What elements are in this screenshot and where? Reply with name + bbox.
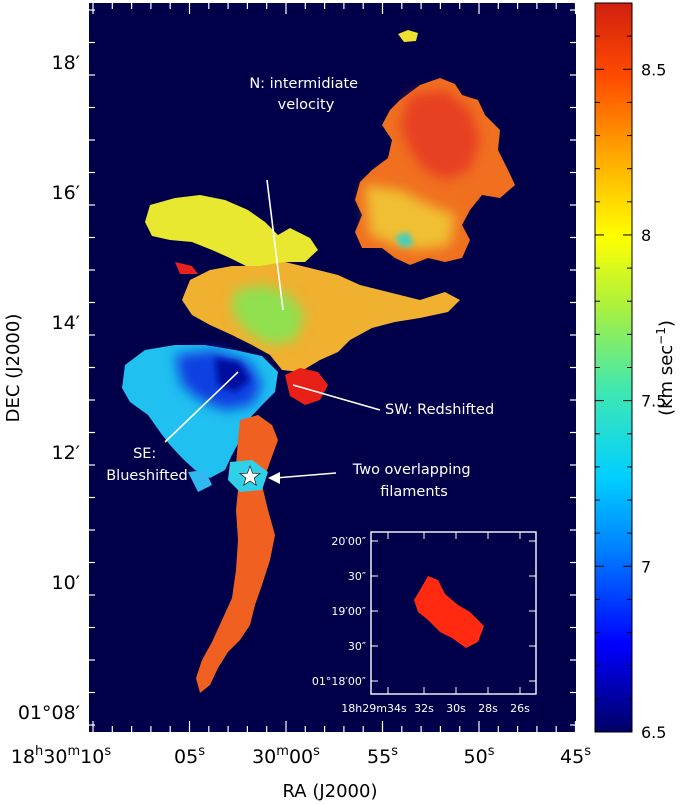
inset-x-label: 30s [446,702,466,715]
inset-y-label: 30″ [348,640,366,653]
inset-x-label: 32s [414,702,434,715]
annotation-southwest: SW: Redshifted [385,402,494,418]
inset-y-label: 20′00″ [331,535,366,548]
x-tick-label-part: 30 [252,746,276,768]
colorbar-label-exp: −1 [654,327,668,345]
x-tick-label-part: 50 [464,746,488,768]
annotation-southeast-line2: Blueshifted [106,468,188,484]
y-tick-label: 01°08′ [18,702,80,724]
ne-cloud-yellow [365,185,455,250]
colorbar-tick-label: 6.5 [641,723,666,742]
sw-cloud [285,368,328,405]
axis-ticks [89,3,577,732]
y-axis-label: DEC (J2000) [3,314,24,423]
x-tick-label-part: 18 [11,746,35,768]
annotation-filaments-line2: filaments [380,484,448,500]
y-tick-labels: 18′ 16′ 14′ 12′ 10′ 01°08′ [18,52,80,724]
x-tick-label-part: s [313,744,320,759]
se-tail [188,470,212,492]
x-tick-label-part: m [276,744,289,759]
colorbar-label-main: (km sec [656,345,677,416]
x-tick-label-part: h [35,744,43,759]
x-tick-label: 45s [560,744,591,768]
inset-y-label: 19′00″ [331,605,366,618]
se-cloud-navy [215,358,250,392]
inset-y-label: 01°18′00″ [312,675,366,688]
annotation-north-line2: velocity [278,97,335,113]
x-tick-label-part: 45 [560,746,584,768]
y-tick-label: 18′ [52,52,81,74]
colorbar-tick-label: 8 [641,226,651,245]
x-tick-label-part: s [584,744,591,759]
x-tick-label-part: 00 [289,746,313,768]
ne-cloud-teal [395,232,414,248]
x-tick-label-part: s [391,744,398,759]
colorbar-label: (km sec−1) [654,320,677,416]
x-tick-label: 55s [367,744,398,768]
colorbar-label-close: ) [656,320,677,327]
annotation-north: N: intermidiate velocity [249,76,362,113]
annotation-north-line1: N: intermidiate [249,76,358,92]
inset-x-label: 26s [510,702,530,715]
x-tick-label-part: s [488,744,495,759]
colorbar-tick-label: 8.5 [641,60,666,79]
ne-cloud-core [400,90,480,180]
colorbar: 6.5 7 7.5 8 8.5 (km sec−1) [594,2,677,742]
inset-blob [414,576,484,648]
west-arm [145,195,318,272]
west-arm-red [175,262,198,274]
colorbar-gradient [594,2,633,733]
annotation-lines [164,179,381,479]
x-tick-label: 30m00s [252,744,320,768]
inset-x-label: 18h29m34s [341,702,407,715]
annotation-southeast-line1: SE: [133,446,156,462]
y-tick-label: 12′ [52,442,81,464]
central-hub-green [232,285,305,345]
arrowhead [268,472,280,484]
emission-map [122,30,515,693]
colorbar-tick-label: 7 [641,557,651,576]
y-tick-label: 14′ [52,312,81,334]
annotation-southeast: SE: Blueshifted [106,446,188,484]
x-tick-label-part: 10 [80,746,104,768]
top-blob [398,30,418,42]
x-tick-label-part: s [104,744,111,759]
annotation-filaments: Two overlapping filaments [352,462,476,500]
inset-y-label: 30″ [348,570,366,583]
inset-x-label: 28s [478,702,498,715]
inset-panel: 20′00″ 30″ 19′00″ 30″ 01°18′00″ 18h29m34s 32s 3… [312,531,537,715]
star-marker [238,465,262,487]
x-tick-label-part: 30 [43,746,67,768]
colorbar-tick-label: 7.5 [641,392,666,411]
annotation-filaments-line1: Two overlapping [352,462,471,478]
y-tick-label: 10′ [52,572,81,594]
x-tick-label-part: m [67,744,80,759]
y-tick-label: 16′ [52,182,81,204]
x-tick-label-part: 55 [367,746,391,768]
x-tick-label-part: s [198,744,205,759]
x-tick-label: 18h30m10s [11,744,111,768]
x-axis-label: RA (J2000) [283,781,378,802]
x-tick-label: 05s [174,744,205,768]
x-tick-label-part: 05 [174,746,198,768]
x-tick-labels: 18h30m10s 05s 30m00s 55s 50s 45s [11,744,591,768]
x-tick-label: 50s [464,744,495,768]
